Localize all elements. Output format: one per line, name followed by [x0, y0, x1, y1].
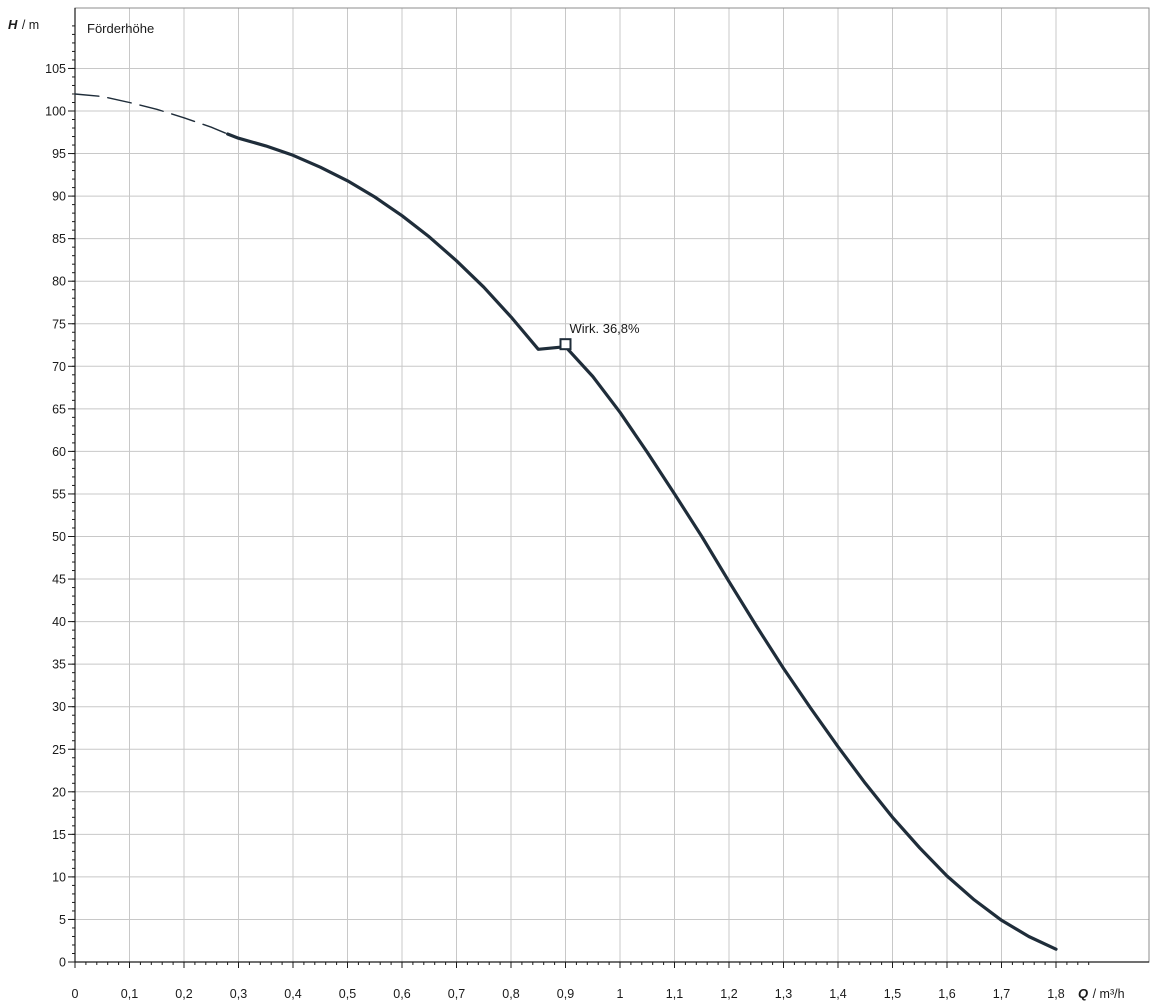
y-tick-label: 100: [45, 105, 66, 119]
x-tick-label: 1,8: [1047, 987, 1064, 1001]
x-tick-label: 0,2: [175, 987, 192, 1001]
y-tick-label: 95: [52, 147, 66, 161]
y-tick-label: 90: [52, 190, 66, 204]
y-tick-label: 65: [52, 402, 66, 416]
y-tick-label: 15: [52, 828, 66, 842]
y-tick-label: 85: [52, 232, 66, 246]
y-tick-label: 10: [52, 870, 66, 884]
x-tick-label: 0,5: [339, 987, 356, 1001]
x-axis: 0 0,1 0,2 0,3 0,4 0,5 0,6 0,7 0,8 0,9 1 1,1 1,2 1,3 1,…: [72, 961, 1149, 1001]
y-tick-label: 55: [52, 487, 66, 501]
x-tick-label: 1,3: [775, 987, 792, 1001]
y-tick-label: 60: [52, 445, 66, 459]
y-tick-label: 0: [59, 956, 66, 970]
x-tick-label: 0,8: [502, 987, 519, 1001]
y-tick-label: 105: [45, 62, 66, 76]
y-tick-label: 35: [52, 658, 66, 672]
x-tick-label: 0: [72, 987, 79, 1001]
y-tick-label: 25: [52, 743, 66, 757]
x-tick-label: 0,1: [121, 987, 138, 1001]
x-tick-label: 1,5: [884, 987, 901, 1001]
y-tick-label: 5: [59, 913, 66, 927]
curve-dashed-segment: [74, 93, 229, 135]
series-layer: [74, 93, 1058, 951]
x-tick-label: 1,7: [993, 987, 1010, 1001]
y-axis-variable: H: [8, 17, 18, 32]
y-axis-separator: /: [22, 18, 29, 32]
x-tick-label: 1,4: [829, 987, 846, 1001]
x-tick-label: 0,4: [284, 987, 301, 1001]
operating-point-marker: [559, 338, 572, 351]
x-tick-label: 1,6: [938, 987, 955, 1001]
x-tick-label: 0,6: [393, 987, 410, 1001]
x-tick-label: 0,9: [557, 987, 574, 1001]
x-tick-label: 1,2: [720, 987, 737, 1001]
y-tick-label: 75: [52, 317, 66, 331]
x-axis-separator: /: [1093, 987, 1100, 1001]
y-tick-label: 30: [52, 700, 66, 714]
curve-solid-segment: [226, 132, 1058, 951]
x-axis-variable: Q: [1078, 986, 1088, 1001]
y-axis-unit: m: [29, 18, 39, 32]
x-axis-unit-label: Q / m³/h: [1078, 985, 1125, 1002]
x-tick-label: 0,7: [448, 987, 465, 1001]
plot-frame: [74, 7, 1150, 963]
x-tick-label: 1: [617, 987, 624, 1001]
y-tick-label: 45: [52, 573, 66, 587]
y-tick-label: 50: [52, 530, 66, 544]
y-tick-label: 20: [52, 785, 66, 799]
y-tick-label: 40: [52, 615, 66, 629]
chart-title: Förderhöhe: [87, 21, 154, 36]
y-tick-label: 80: [52, 275, 66, 289]
operating-point-label: Wirk. 36,8%: [570, 321, 641, 336]
x-tick-label: 1,1: [666, 987, 683, 1001]
x-tick-label: 0,3: [230, 987, 247, 1001]
y-tick-label: 70: [52, 360, 66, 374]
y-axis-unit-label: H / m: [8, 16, 39, 33]
y-axis: 0 5 10 15 20 25 30 35 40 45 50 55 60 65 70 75 80 85 90 95 10…: [45, 8, 76, 970]
x-axis-unit: m³/h: [1100, 987, 1125, 1001]
grid: [75, 8, 1149, 962]
